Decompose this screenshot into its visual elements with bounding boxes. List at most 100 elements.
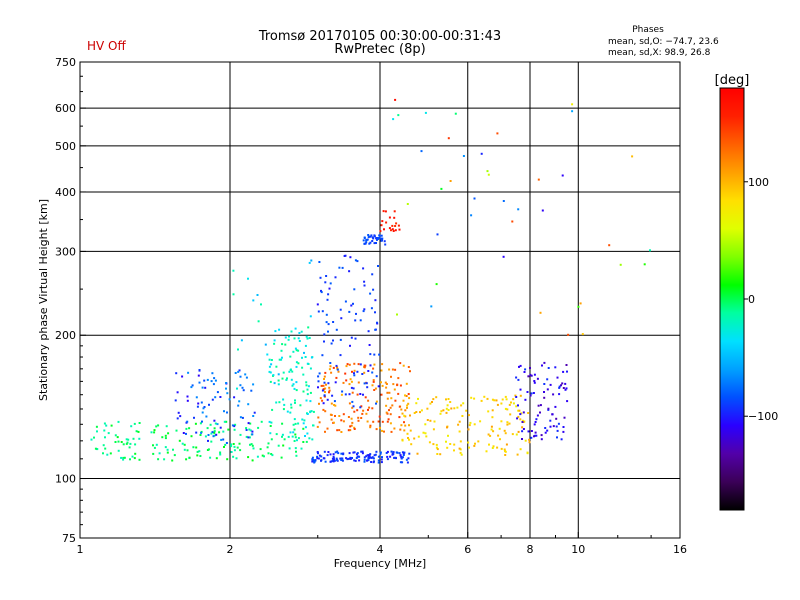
data-point — [508, 422, 511, 425]
data-point — [557, 422, 560, 425]
data-point — [357, 419, 360, 422]
data-point — [289, 368, 292, 371]
data-point — [551, 413, 554, 416]
data-point — [306, 388, 309, 391]
data-point — [407, 402, 410, 405]
data-point — [213, 430, 216, 433]
data-point — [285, 378, 288, 381]
data-point — [268, 365, 271, 368]
data-point — [327, 451, 330, 453]
data-point — [307, 385, 310, 388]
data-point — [555, 425, 558, 428]
data-point — [290, 403, 293, 406]
data-point — [361, 452, 364, 455]
data-point — [353, 428, 356, 430]
data-point — [120, 441, 123, 443]
data-point — [316, 451, 319, 453]
data-point — [213, 419, 216, 422]
data-point — [225, 420, 228, 423]
data-point — [257, 426, 260, 429]
data-point — [186, 399, 189, 402]
data-point — [352, 302, 354, 305]
data-point — [469, 421, 472, 424]
data-point — [346, 363, 349, 366]
data-point — [336, 368, 339, 371]
data-point — [105, 424, 108, 427]
data-point — [197, 374, 200, 377]
data-point — [428, 441, 431, 444]
data-point — [224, 443, 227, 446]
data-point — [515, 376, 518, 379]
data-point — [96, 430, 98, 433]
data-point — [239, 375, 242, 378]
data-point — [248, 428, 251, 431]
data-point — [539, 404, 542, 407]
data-point — [317, 310, 320, 313]
data-point — [230, 451, 233, 453]
data-point — [406, 203, 409, 205]
data-point — [235, 457, 238, 460]
data-point — [374, 453, 377, 456]
data-point — [420, 409, 423, 412]
data-point — [436, 453, 439, 455]
data-point — [402, 364, 405, 367]
data-point — [536, 414, 539, 417]
data-point — [339, 308, 342, 311]
chart-title-line1: Tromsø 20170105 00:30:00-00:31:43 — [258, 29, 501, 44]
data-point — [351, 421, 354, 424]
data-point — [155, 425, 158, 428]
data-point — [291, 384, 294, 387]
data-point — [239, 384, 242, 387]
data-point — [353, 288, 356, 291]
data-point — [138, 422, 141, 424]
data-point — [306, 432, 309, 435]
data-point — [256, 455, 259, 458]
data-point — [199, 422, 202, 425]
data-point — [398, 416, 401, 419]
data-point — [415, 411, 418, 413]
data-point — [501, 398, 504, 401]
data-point — [227, 428, 230, 431]
data-point — [560, 384, 562, 387]
data-point — [238, 442, 241, 445]
data-point — [522, 411, 525, 414]
data-point — [396, 451, 399, 454]
data-point — [394, 98, 397, 101]
data-point — [467, 428, 470, 431]
data-point — [281, 435, 283, 438]
data-point — [296, 439, 298, 442]
data-point — [225, 387, 227, 390]
data-point — [392, 118, 395, 121]
data-point — [377, 455, 380, 458]
data-point — [256, 294, 259, 296]
data-point — [321, 389, 324, 392]
data-point — [129, 458, 131, 461]
data-point — [328, 391, 330, 394]
data-point — [175, 372, 178, 375]
data-point — [558, 393, 561, 396]
data-point — [561, 382, 564, 385]
data-point — [284, 343, 287, 346]
data-point — [176, 391, 179, 394]
data-point — [429, 419, 432, 422]
data-point — [392, 453, 395, 455]
data-point — [237, 348, 239, 351]
data-point — [309, 411, 312, 414]
data-point — [480, 152, 483, 155]
data-point — [294, 436, 297, 439]
data-point — [324, 391, 326, 393]
data-point — [317, 416, 320, 419]
data-point — [339, 457, 342, 460]
stats-x-line: mean, sd,X: 98.9, 26.8 — [608, 48, 711, 58]
data-point — [505, 398, 508, 401]
data-point — [370, 456, 373, 459]
data-point — [310, 356, 313, 359]
data-point — [164, 434, 167, 437]
data-point — [281, 343, 284, 346]
data-point — [94, 447, 97, 450]
data-point — [405, 458, 408, 461]
data-point — [493, 399, 496, 402]
data-point — [117, 420, 120, 423]
data-point — [519, 413, 522, 416]
data-point — [334, 451, 337, 454]
